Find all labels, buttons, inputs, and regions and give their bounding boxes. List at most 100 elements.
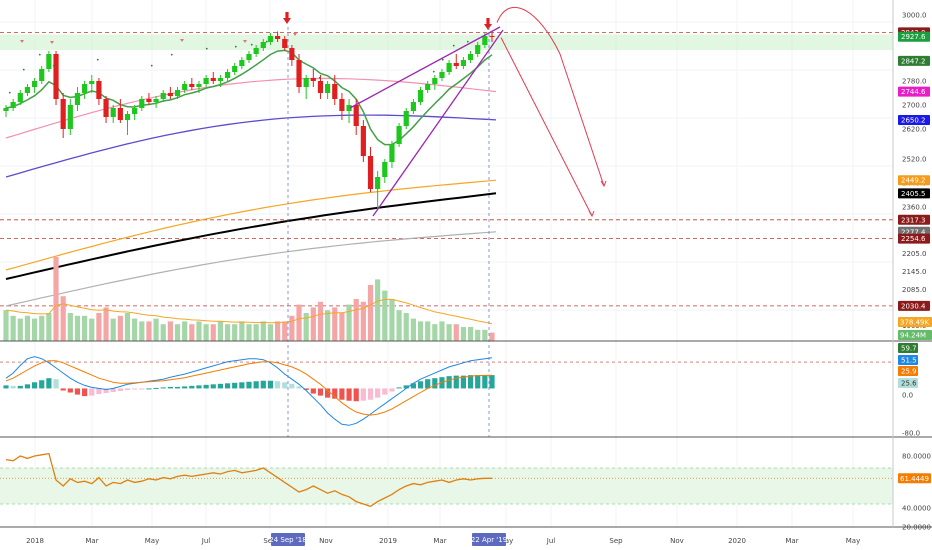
volume-bar: [17, 318, 23, 341]
macd-histogram-bar: [367, 388, 374, 400]
candle-body: [53, 54, 59, 99]
macd-histogram-bar: [182, 386, 188, 389]
price-tag-label: 2744.6: [901, 88, 926, 96]
macd-histogram-bar: [224, 383, 231, 389]
candle-body: [389, 144, 395, 162]
rsi-line: [5, 452, 492, 508]
candle-body: [39, 69, 45, 81]
price-tag-bg: [898, 31, 930, 42]
price-tag[interactable]: 2847.2: [898, 55, 930, 66]
macd-histogram-bar: [382, 388, 388, 395]
price-tag[interactable]: 2317.3: [898, 214, 930, 225]
macd-histogram-bar: [124, 388, 131, 390]
volume-bar: [260, 321, 266, 341]
price-tag-label: 2030.4: [901, 302, 926, 310]
price-tag[interactable]: 2744.6: [898, 86, 930, 97]
candle-body: [124, 114, 131, 120]
macd-histogram-bar: [482, 375, 488, 389]
macd-tag[interactable]: 51.5: [898, 355, 918, 365]
volume-bar: [253, 324, 259, 341]
macd-histogram-bar: [467, 375, 474, 389]
drawings[interactable]: • • • • • • • • • • • • • • • •: [8, 6, 607, 437]
price-tag[interactable]: 2650.2: [898, 114, 930, 125]
date-highlight[interactable]: 24 Sep '18: [269, 533, 307, 546]
volume-tag-label: 94.24M: [900, 332, 926, 340]
candle-body: [203, 78, 209, 84]
volume-bar: [224, 324, 231, 341]
macd-histogram-bar: [274, 381, 281, 389]
time-label: May: [846, 537, 860, 545]
candle-body: [410, 102, 416, 111]
date-highlight-bg: [472, 533, 506, 546]
macd-histogram-bar: [53, 379, 59, 389]
candle-body: [489, 36, 495, 37]
time-label: Jul: [201, 537, 211, 545]
macd-histogram-bar: [489, 375, 495, 389]
candle-body: [282, 39, 288, 48]
candle-body: [3, 108, 9, 111]
price-tick-label: 2780.0: [902, 78, 927, 86]
macd-tag-bg: [898, 378, 918, 388]
volume-bar: [346, 304, 352, 341]
volume-bar: [167, 321, 173, 341]
macd-histogram-bar: [46, 378, 52, 389]
price-axis[interactable]: 3000.02920.02840.02780.02700.02620.02520…: [898, 12, 932, 532]
rsi-tag[interactable]: 61.4449: [898, 473, 931, 484]
price-tag[interactable]: 2405.5: [898, 188, 930, 199]
projection-line[interactable]: [500, 37, 593, 217]
time-label: Sep: [263, 537, 277, 545]
volume-tag[interactable]: 378.49K: [898, 317, 932, 327]
macd-histogram-bar: [453, 375, 459, 389]
volume-bar: [482, 329, 488, 341]
td-count-marker: •: [22, 67, 26, 74]
volume-bar: [182, 321, 188, 341]
price-tag[interactable]: 2254.6: [898, 233, 930, 244]
channel-upper-line[interactable]: [349, 26, 501, 109]
candle-body: [189, 84, 195, 87]
rsi-tag-label: 61.4449: [900, 475, 929, 483]
candle-body: [60, 99, 66, 129]
candle-body: [17, 93, 23, 102]
macd-histogram-bar: [232, 382, 238, 389]
volume-bar: [267, 324, 274, 341]
price-tick-label: 2520.0: [902, 156, 927, 164]
volume-bar: [282, 321, 288, 341]
price-tag[interactable]: 2927.6: [898, 31, 930, 42]
macd-histogram-bar: [267, 380, 274, 389]
pane-separators: [0, 0, 932, 528]
time-label: Mar: [85, 537, 98, 545]
volume-bar: [274, 321, 281, 341]
volume-bar: [124, 313, 131, 341]
volume-bar: [396, 310, 402, 341]
candle-body: [146, 99, 152, 102]
date-highlight[interactable]: 22 Apr '19: [471, 533, 507, 546]
channel-lower-line[interactable]: [372, 29, 504, 217]
volume-bar: [132, 318, 138, 341]
time-axis[interactable]: 2018 Mar May Jul Sep Nov 2019 Mar May Jul Sep Nov 20…: [26, 533, 860, 546]
time-label: 2018: [26, 537, 44, 545]
projection-arc[interactable]: [496, 6, 605, 187]
candle-body: [153, 99, 159, 102]
price-tag-label: 2405.5: [901, 190, 926, 198]
macd-histogram-bar: [310, 388, 316, 394]
td-count-marker: •: [8, 90, 12, 97]
td-setup-marker-icon: [20, 40, 24, 43]
macd-histogram-bar: [410, 383, 416, 389]
volume-tag[interactable]: 94.24M: [898, 330, 932, 340]
td-setup-marker-icon: [50, 41, 54, 44]
macd-histogram-bar: [132, 388, 138, 390]
candle-body: [382, 162, 388, 177]
price-tag[interactable]: 2449.2: [898, 175, 930, 186]
volume-bar: [339, 313, 345, 341]
candle-body: [353, 105, 359, 126]
macd-pane: [0, 356, 893, 426]
price-tag-label: 2847.2: [901, 57, 926, 65]
macd-tag[interactable]: 59.7: [898, 343, 918, 353]
candle-body: [303, 78, 309, 87]
candle-body: [432, 78, 438, 84]
macd-tag[interactable]: 25.9: [898, 366, 918, 376]
arrow-head-icon: [588, 210, 595, 218]
macd-tag[interactable]: 25.6: [898, 378, 918, 388]
price-tag[interactable]: 2030.4: [898, 300, 930, 311]
